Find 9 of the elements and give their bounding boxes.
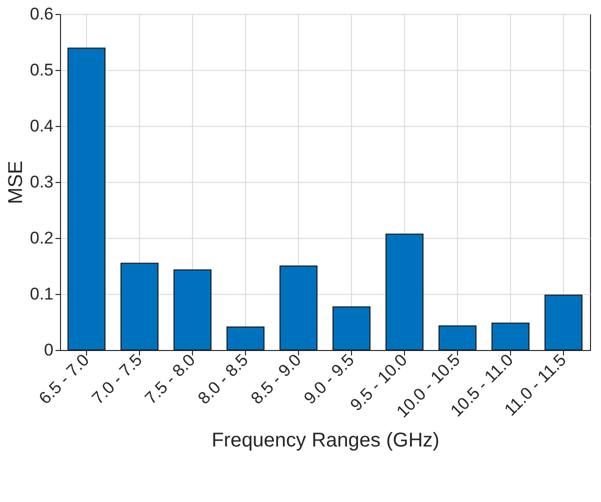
y-tick-label: 0.5 [30, 60, 54, 80]
x-axis-title: Frequency Ranges (GHz) [212, 430, 440, 452]
y-tick-label: 0.4 [30, 116, 54, 136]
y-axis-title: MSE [4, 160, 27, 204]
y-tick-label: 0 [44, 340, 54, 360]
y-tick-label: 0.1 [30, 284, 54, 304]
y-tick-label: 0.6 [30, 4, 54, 24]
y-tick-label: 0.3 [30, 172, 54, 192]
y-tick-label: 0.2 [30, 228, 54, 248]
